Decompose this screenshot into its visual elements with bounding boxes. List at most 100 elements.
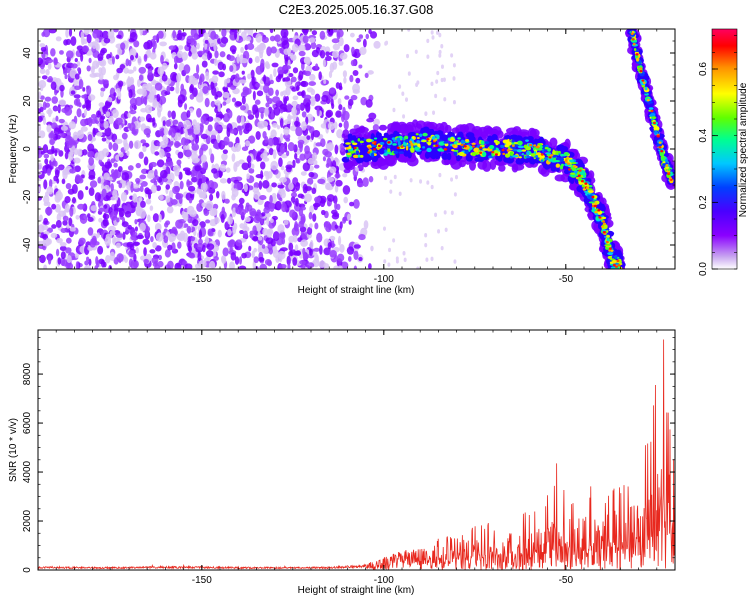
noise-blob	[164, 264, 172, 269]
noise-blob	[71, 183, 78, 194]
noise-blob	[50, 81, 57, 90]
noise-blob	[128, 258, 133, 268]
main-track-mid	[357, 157, 364, 163]
main-track-mid	[613, 275, 620, 280]
noise-blob-faint	[424, 233, 428, 238]
noise-blob	[115, 54, 120, 60]
noise-blob	[127, 165, 134, 171]
main-track-peak	[580, 180, 584, 183]
main-track-outer	[615, 283, 622, 289]
noise-blob	[236, 115, 242, 124]
noise-blob	[300, 216, 306, 224]
noise-blob	[287, 142, 295, 152]
spectrogram-xlabel: Height of straight line (km)	[298, 285, 415, 296]
noise-blob	[325, 109, 334, 118]
noise-blob	[229, 65, 234, 72]
main-track-mid	[615, 273, 619, 281]
noise-blob	[260, 58, 265, 69]
noise-blob	[256, 44, 263, 51]
noise-blob	[70, 90, 76, 95]
noise-blob	[304, 70, 312, 77]
noise-blob	[291, 43, 299, 53]
noise-blob	[241, 146, 249, 152]
noise-blob	[77, 190, 84, 200]
main-track-peak	[612, 263, 616, 267]
noise-blob	[76, 45, 84, 51]
noise-blob	[68, 121, 77, 130]
main-track-mid	[611, 242, 616, 249]
noise-blob	[77, 150, 82, 156]
main-track-core	[383, 152, 388, 156]
noise-blob	[335, 110, 342, 118]
main-track-peak	[367, 146, 371, 149]
noise-blob	[299, 259, 307, 265]
noise-blob	[121, 221, 129, 228]
noise-blob	[144, 54, 148, 60]
noise-blob	[51, 203, 57, 210]
noise-blob	[326, 194, 335, 202]
main-track-core	[555, 150, 559, 156]
noise-blob	[82, 104, 86, 109]
main-track-peak	[435, 144, 439, 147]
noise-blob	[94, 192, 102, 202]
main-track-core	[457, 137, 461, 140]
noise-blob	[41, 225, 49, 231]
noise-blob	[55, 134, 61, 140]
noise-blob	[205, 71, 210, 81]
noise-blob	[86, 100, 90, 108]
noise-blob	[104, 127, 112, 137]
chart-title: C2E3.2025.005.16.37.G08	[279, 2, 434, 17]
main-track-core	[465, 139, 470, 142]
main-track-core	[379, 141, 385, 145]
noise-blob	[303, 56, 311, 65]
noise-blob	[231, 153, 236, 162]
spectrogram-heatmap	[38, 29, 675, 289]
noise-blob	[306, 87, 314, 93]
noise-blob	[204, 42, 208, 50]
main-track-core	[613, 271, 619, 274]
noise-blob	[314, 196, 322, 203]
noise-blob	[269, 194, 273, 204]
noise-blob	[167, 244, 173, 251]
noise-blob	[46, 109, 53, 115]
noise-blob	[88, 169, 96, 179]
noise-blob	[281, 40, 290, 50]
noise-blob	[47, 201, 51, 207]
noise-blob	[331, 213, 340, 220]
noise-blob	[342, 173, 348, 178]
noise-blob	[98, 258, 105, 265]
main-track-core	[546, 154, 551, 157]
main-track-outer	[613, 273, 625, 284]
noise-blob	[48, 132, 55, 139]
noise-blob	[86, 65, 91, 72]
main-track-mid	[614, 269, 621, 274]
noise-blob	[327, 242, 332, 250]
noise-blob-faint	[387, 262, 391, 267]
noise-blob	[125, 58, 130, 67]
noise-blob	[260, 170, 264, 180]
main-track-core	[410, 147, 415, 153]
snr-plot-area	[38, 330, 675, 570]
noise-blob	[255, 130, 261, 140]
noise-blob	[92, 127, 96, 138]
main-track-core	[412, 142, 419, 147]
noise-blob	[233, 222, 238, 230]
noise-blob	[308, 81, 317, 86]
noise-blob	[139, 185, 144, 193]
noise-blob	[283, 65, 292, 70]
noise-blob-faint	[402, 114, 406, 119]
noise-blob	[266, 171, 273, 179]
noise-blob	[181, 51, 188, 61]
noise-blob	[222, 91, 230, 99]
noise-blob	[144, 187, 150, 195]
noise-blob	[74, 58, 78, 63]
noise-blob	[111, 56, 115, 65]
noise-blob	[205, 250, 214, 258]
noise-blob	[127, 112, 131, 119]
noise-blob	[104, 161, 113, 169]
noise-blob	[258, 256, 265, 262]
main-track-mid	[555, 167, 560, 173]
noise-blob	[205, 219, 211, 224]
main-track-core	[540, 159, 544, 163]
